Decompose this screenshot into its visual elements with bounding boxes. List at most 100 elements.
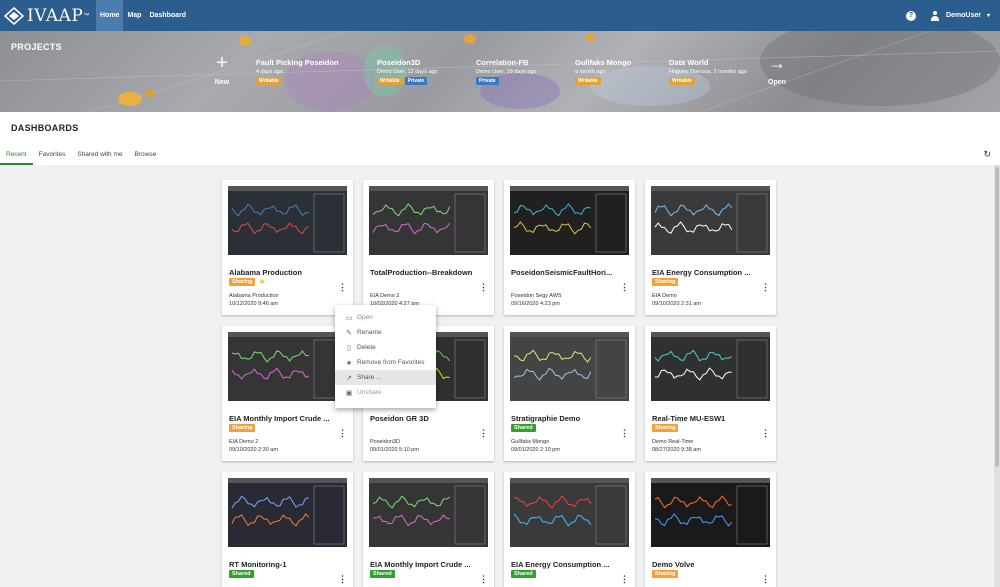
tab-recent[interactable]: Recent bbox=[0, 148, 33, 165]
more-options-icon[interactable]: ⋮ bbox=[761, 282, 770, 292]
dashboard-title[interactable]: Real-Time MU-ESW1 bbox=[652, 414, 726, 423]
dashboard-title[interactable]: EIA Energy Consumption ... bbox=[511, 560, 610, 569]
dashboard-title[interactable]: EIA Energy Consumption ... bbox=[652, 268, 751, 277]
menu-item-share[interactable]: ↗ Share ... bbox=[335, 370, 436, 385]
dashboard-card[interactable]: Stratigraphie Demo Shared Gullfaks Mongo 09… bbox=[504, 326, 635, 461]
dashboard-title[interactable]: RT Monitoring-1 bbox=[229, 560, 287, 569]
project-card[interactable]: Correlation-FB Demo User, 19 days ago Pr… bbox=[476, 58, 537, 85]
menu-item-label: Unshare bbox=[357, 389, 382, 396]
dashboard-thumbnail[interactable] bbox=[510, 478, 629, 547]
more-options-icon[interactable]: ⋮ bbox=[620, 282, 629, 292]
menu-item-delete[interactable]: ▯ Delete bbox=[335, 340, 436, 355]
thumbnail-header-bar bbox=[510, 332, 629, 337]
project-card[interactable]: Poseidon3D Demo User, 12 days ago Writab… bbox=[377, 58, 438, 85]
dashboard-thumbnail[interactable] bbox=[510, 332, 629, 401]
dashboard-card[interactable]: PoseidonSeismicFaultHori... Poseidon Segy… bbox=[504, 180, 635, 315]
nav-dashboard[interactable]: Dashboard bbox=[149, 12, 187, 19]
project-meta: a month ago bbox=[575, 69, 606, 75]
more-options-icon[interactable]: ⋮ bbox=[338, 428, 347, 438]
scrollbar-thumb[interactable] bbox=[995, 167, 999, 467]
help-icon[interactable]: ? bbox=[905, 10, 916, 21]
more-options-icon[interactable]: ⋮ bbox=[620, 428, 629, 438]
more-options-icon[interactable]: ⋮ bbox=[338, 574, 347, 584]
dashboard-card[interactable]: TotalProduction--Breakdown EIA Demo 2 10/0… bbox=[363, 180, 494, 315]
dashboard-title[interactable]: EIA Monthly Import Crude ... bbox=[229, 414, 330, 423]
user-icon bbox=[930, 10, 940, 21]
pencil-icon: ✎ bbox=[346, 329, 352, 337]
dashboard-card[interactable]: EIA Energy Consumption ... Sharing EIA Dem… bbox=[645, 180, 776, 315]
dashboard-thumbnail[interactable] bbox=[369, 186, 488, 255]
dashboard-thumbnail[interactable] bbox=[510, 186, 629, 255]
new-project-button[interactable]: + New bbox=[210, 53, 234, 86]
dashboard-thumbnail[interactable] bbox=[651, 478, 770, 547]
chevron-down-icon[interactable]: ▾ bbox=[986, 13, 990, 19]
app-logo[interactable]: IVAAP ™ bbox=[0, 0, 96, 31]
more-options-icon[interactable]: ⋮ bbox=[620, 574, 629, 584]
dashboard-card[interactable]: EIA Monthly Import Crude ... Shared ⋮ bbox=[363, 472, 494, 587]
user-name[interactable]: DemoUser bbox=[945, 12, 981, 19]
dashboard-title[interactable]: Alabama Production bbox=[229, 268, 302, 277]
thumbnail-header-bar bbox=[651, 332, 770, 337]
dashboard-thumbnail[interactable] bbox=[369, 478, 488, 547]
thumbnail-panel bbox=[595, 193, 627, 253]
dashboard-thumbnail[interactable] bbox=[228, 186, 347, 255]
trash-icon: ▯ bbox=[347, 344, 351, 352]
dashboard-card[interactable]: Real-Time MU-ESW1 Sharing Demo Real-Time 08… bbox=[645, 326, 776, 461]
thumbnail-preview bbox=[651, 186, 770, 253]
dashboard-project: Alabama Production bbox=[229, 293, 279, 299]
menu-item-rename[interactable]: ✎ Rename bbox=[335, 325, 436, 340]
writable-tag: Writable bbox=[256, 77, 282, 85]
menu-item-unshare[interactable]: ▣ Unshare bbox=[335, 385, 436, 400]
dashboard-tabs: Recent Favorites Shared with me Browse bbox=[0, 148, 162, 165]
dashboard-card[interactable]: Alabama Production Sharing ★ Alabama Produc… bbox=[222, 180, 353, 315]
project-meta: Demo User, 12 days ago bbox=[377, 69, 438, 75]
more-options-icon[interactable]: ⋮ bbox=[479, 428, 488, 438]
dashboard-title[interactable]: PoseidonSeismicFaultHori... bbox=[511, 268, 613, 277]
dashboard-card[interactable]: Demo Volve Sharing ⋮ bbox=[645, 472, 776, 587]
dashboard-title[interactable]: TotalProduction--Breakdown bbox=[370, 268, 473, 277]
thumbnail-panel bbox=[454, 339, 486, 399]
project-name: Data World bbox=[669, 58, 709, 67]
nav-home[interactable]: Home bbox=[96, 0, 124, 31]
badge-row: Shared bbox=[229, 570, 254, 578]
status-badge: Sharing bbox=[229, 424, 256, 432]
project-card[interactable]: Gullfaks Mongo a month ago Writable bbox=[575, 58, 631, 85]
open-project-button[interactable]: → Open bbox=[763, 53, 791, 86]
more-options-icon[interactable]: ⋮ bbox=[479, 574, 488, 584]
status-badge: Sharing bbox=[652, 424, 679, 432]
thumbnail-panel bbox=[595, 485, 627, 545]
tab-favorites[interactable]: Favorites bbox=[38, 151, 66, 158]
dashboard-thumbnail[interactable] bbox=[651, 332, 770, 401]
dashboard-project: EIA Demo bbox=[652, 293, 677, 299]
dashboard-card[interactable]: EIA Monthly Import Crude ... Sharing EIA D… bbox=[222, 326, 353, 461]
open-project-label: Open bbox=[768, 79, 786, 86]
nav-map[interactable]: Map bbox=[127, 12, 142, 19]
menu-item-remove-favorites[interactable]: ★ Remove from Favorites bbox=[335, 355, 436, 370]
tab-shared-with-me[interactable]: Shared with me bbox=[77, 151, 123, 158]
dashboard-title[interactable]: EIA Monthly Import Crude ... bbox=[370, 560, 471, 569]
dashboard-title[interactable]: Stratigraphie Demo bbox=[511, 414, 581, 423]
dashboard-title[interactable]: Poseidon GR 3D bbox=[370, 414, 429, 423]
more-options-icon[interactable]: ⋮ bbox=[761, 574, 770, 584]
project-card[interactable]: Fault Picking Poseidon 4 days ago Writab… bbox=[256, 58, 339, 85]
project-name: Fault Picking Poseidon bbox=[256, 58, 339, 67]
tab-browse[interactable]: Browse bbox=[134, 151, 157, 158]
thumbnail-panel bbox=[313, 485, 345, 545]
thumbnail-panel bbox=[313, 193, 345, 253]
menu-item-open[interactable]: ▭ Open bbox=[335, 310, 436, 325]
refresh-icon[interactable]: ↻ bbox=[983, 149, 991, 159]
dashboard-thumbnail[interactable] bbox=[228, 332, 347, 401]
dashboard-meta: Poseidon Segy AWS 09/16/2020 4:23 pm bbox=[511, 292, 562, 308]
scrollbar[interactable] bbox=[994, 165, 1000, 587]
more-options-icon[interactable]: ⋮ bbox=[761, 428, 770, 438]
favorite-star-icon[interactable]: ★ bbox=[258, 277, 266, 286]
project-card[interactable]: Data World Hugues Thevoux, 2 months ago … bbox=[669, 58, 747, 85]
more-options-icon[interactable]: ⋮ bbox=[479, 282, 488, 292]
thumbnail-line bbox=[654, 221, 733, 234]
dashboard-card[interactable]: EIA Energy Consumption ... Shared ⋮ bbox=[504, 472, 635, 587]
dashboard-card[interactable]: RT Monitoring-1 Shared ⋮ bbox=[222, 472, 353, 587]
dashboard-thumbnail[interactable] bbox=[651, 186, 770, 255]
dashboard-title[interactable]: Demo Volve bbox=[652, 560, 695, 569]
more-options-icon[interactable]: ⋮ bbox=[338, 282, 347, 292]
dashboard-thumbnail[interactable] bbox=[228, 478, 347, 547]
